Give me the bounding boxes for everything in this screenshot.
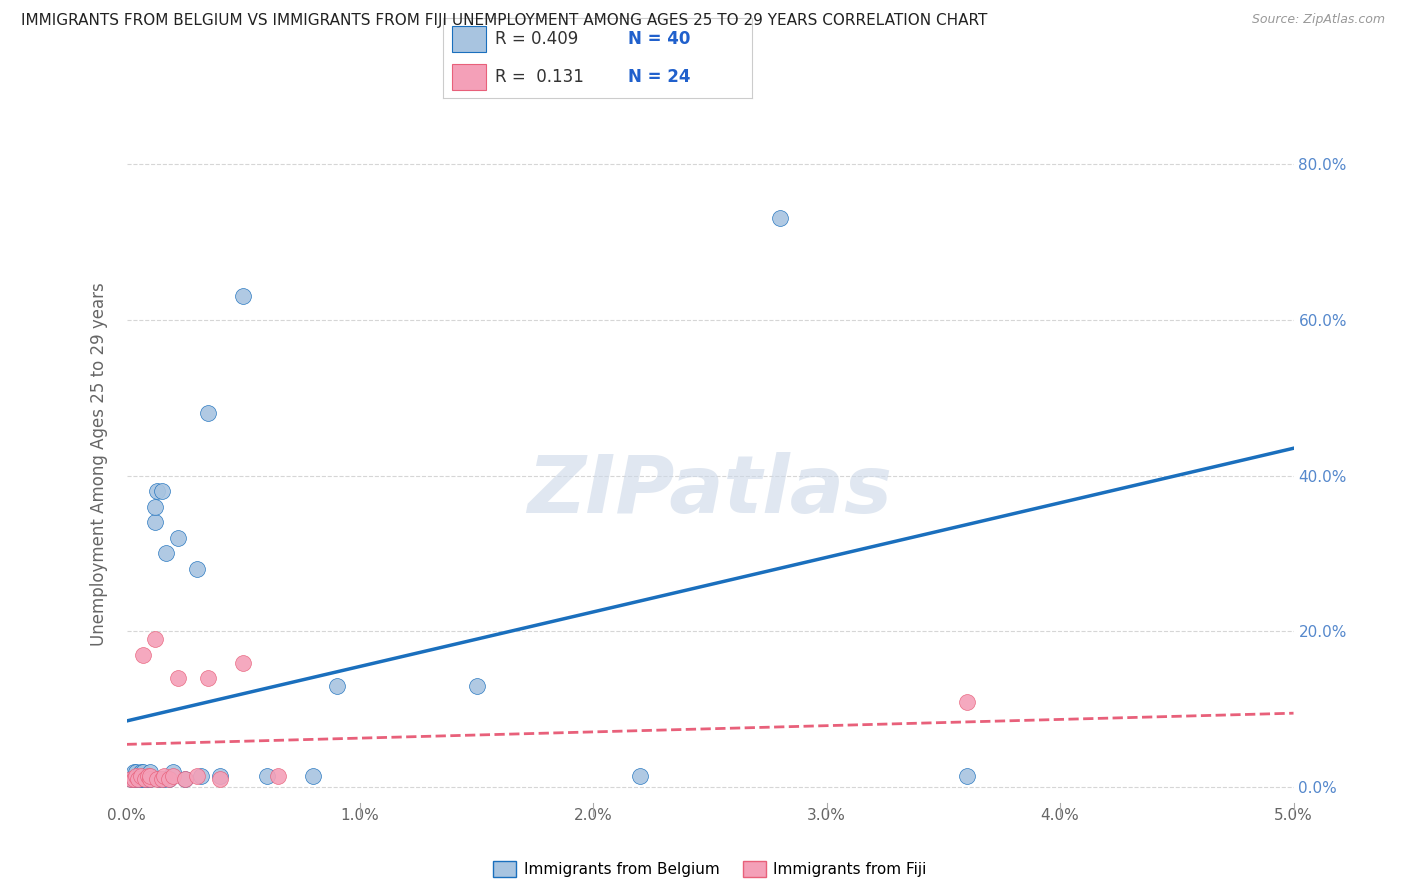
Point <box>129 772 152 787</box>
Point <box>139 768 162 782</box>
Point <box>153 772 176 787</box>
Point <box>143 500 166 514</box>
Legend: Immigrants from Belgium, Immigrants from Fiji: Immigrants from Belgium, Immigrants from… <box>488 855 932 883</box>
Point <box>122 772 145 787</box>
Point <box>465 679 488 693</box>
Point <box>155 546 177 560</box>
Bar <box>453 26 486 52</box>
Point <box>134 768 156 782</box>
Point <box>208 772 231 787</box>
Point <box>146 772 169 787</box>
Point <box>129 764 152 779</box>
Point <box>132 648 155 662</box>
Point <box>150 484 173 499</box>
Point <box>136 768 159 782</box>
Point <box>157 772 180 787</box>
Point <box>127 768 149 782</box>
Point <box>136 772 159 787</box>
Point <box>148 772 170 787</box>
Point <box>122 772 145 787</box>
Point <box>143 516 166 530</box>
Point <box>157 772 180 787</box>
Point <box>139 772 162 787</box>
Point <box>139 772 162 787</box>
Point <box>197 406 219 420</box>
Point <box>162 768 184 782</box>
Point <box>162 764 184 779</box>
Point <box>134 772 156 787</box>
Point <box>208 768 231 782</box>
Point <box>232 289 254 303</box>
Text: Source: ZipAtlas.com: Source: ZipAtlas.com <box>1251 13 1385 27</box>
Point <box>127 772 149 787</box>
Point <box>186 768 208 782</box>
Point <box>186 562 208 576</box>
Point <box>174 772 197 787</box>
Point <box>127 772 149 787</box>
Text: R = 0.409: R = 0.409 <box>495 29 579 47</box>
Point <box>325 679 347 693</box>
Point <box>167 531 190 545</box>
Point <box>256 768 278 782</box>
Text: R =  0.131: R = 0.131 <box>495 69 585 87</box>
Text: ZIPatlas: ZIPatlas <box>527 452 893 530</box>
Point <box>129 768 152 782</box>
Point <box>120 772 142 787</box>
Point <box>628 768 651 782</box>
Point <box>232 656 254 670</box>
Point <box>143 632 166 647</box>
Point <box>139 768 162 782</box>
Point <box>267 768 290 782</box>
Point <box>769 211 792 226</box>
Point <box>956 694 979 708</box>
Point <box>197 671 219 685</box>
Y-axis label: Unemployment Among Ages 25 to 29 years: Unemployment Among Ages 25 to 29 years <box>90 282 108 646</box>
Point <box>122 764 145 779</box>
Point <box>125 772 148 787</box>
Point <box>125 764 148 779</box>
Point <box>174 772 197 787</box>
Point <box>134 772 156 787</box>
Bar <box>453 64 486 90</box>
Point <box>132 764 155 779</box>
Point <box>153 768 176 782</box>
Text: N = 40: N = 40 <box>628 29 690 47</box>
Text: N = 24: N = 24 <box>628 69 690 87</box>
Point <box>190 768 212 782</box>
Point <box>302 768 325 782</box>
Text: IMMIGRANTS FROM BELGIUM VS IMMIGRANTS FROM FIJI UNEMPLOYMENT AMONG AGES 25 TO 29: IMMIGRANTS FROM BELGIUM VS IMMIGRANTS FR… <box>21 13 987 29</box>
Point <box>956 768 979 782</box>
Point <box>150 772 173 787</box>
Point <box>146 484 169 499</box>
Point <box>125 768 148 782</box>
Point <box>167 671 190 685</box>
Point <box>132 772 155 787</box>
Point <box>120 772 142 787</box>
Point <box>139 764 162 779</box>
